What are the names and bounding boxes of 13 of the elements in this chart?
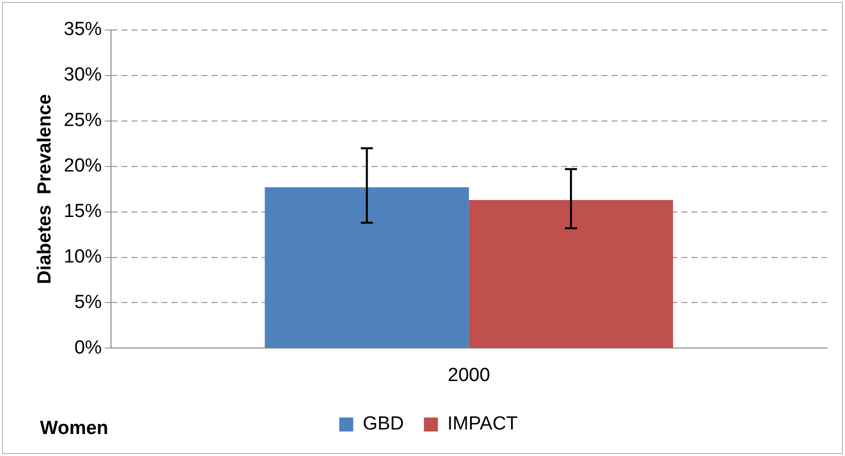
y-axis-title: Diabetes Prevalence	[34, 94, 56, 284]
x-tick-label: 2000	[448, 364, 490, 386]
y-tick-label: 0%	[74, 337, 102, 358]
y-tick-label: 15%	[64, 201, 102, 222]
y-tick-label: 35%	[64, 19, 102, 40]
y-tick-label: 30%	[64, 64, 102, 86]
text: Women	[40, 418, 108, 440]
y-tick-label: 20%	[64, 156, 102, 177]
y-tick-label: 25%	[64, 110, 102, 132]
y-tick-label: 10%	[64, 246, 102, 268]
legend-label: GBD	[362, 414, 404, 435]
legend-label: IMPACT	[447, 414, 518, 435]
y-tick-label: 5%	[74, 292, 102, 313]
